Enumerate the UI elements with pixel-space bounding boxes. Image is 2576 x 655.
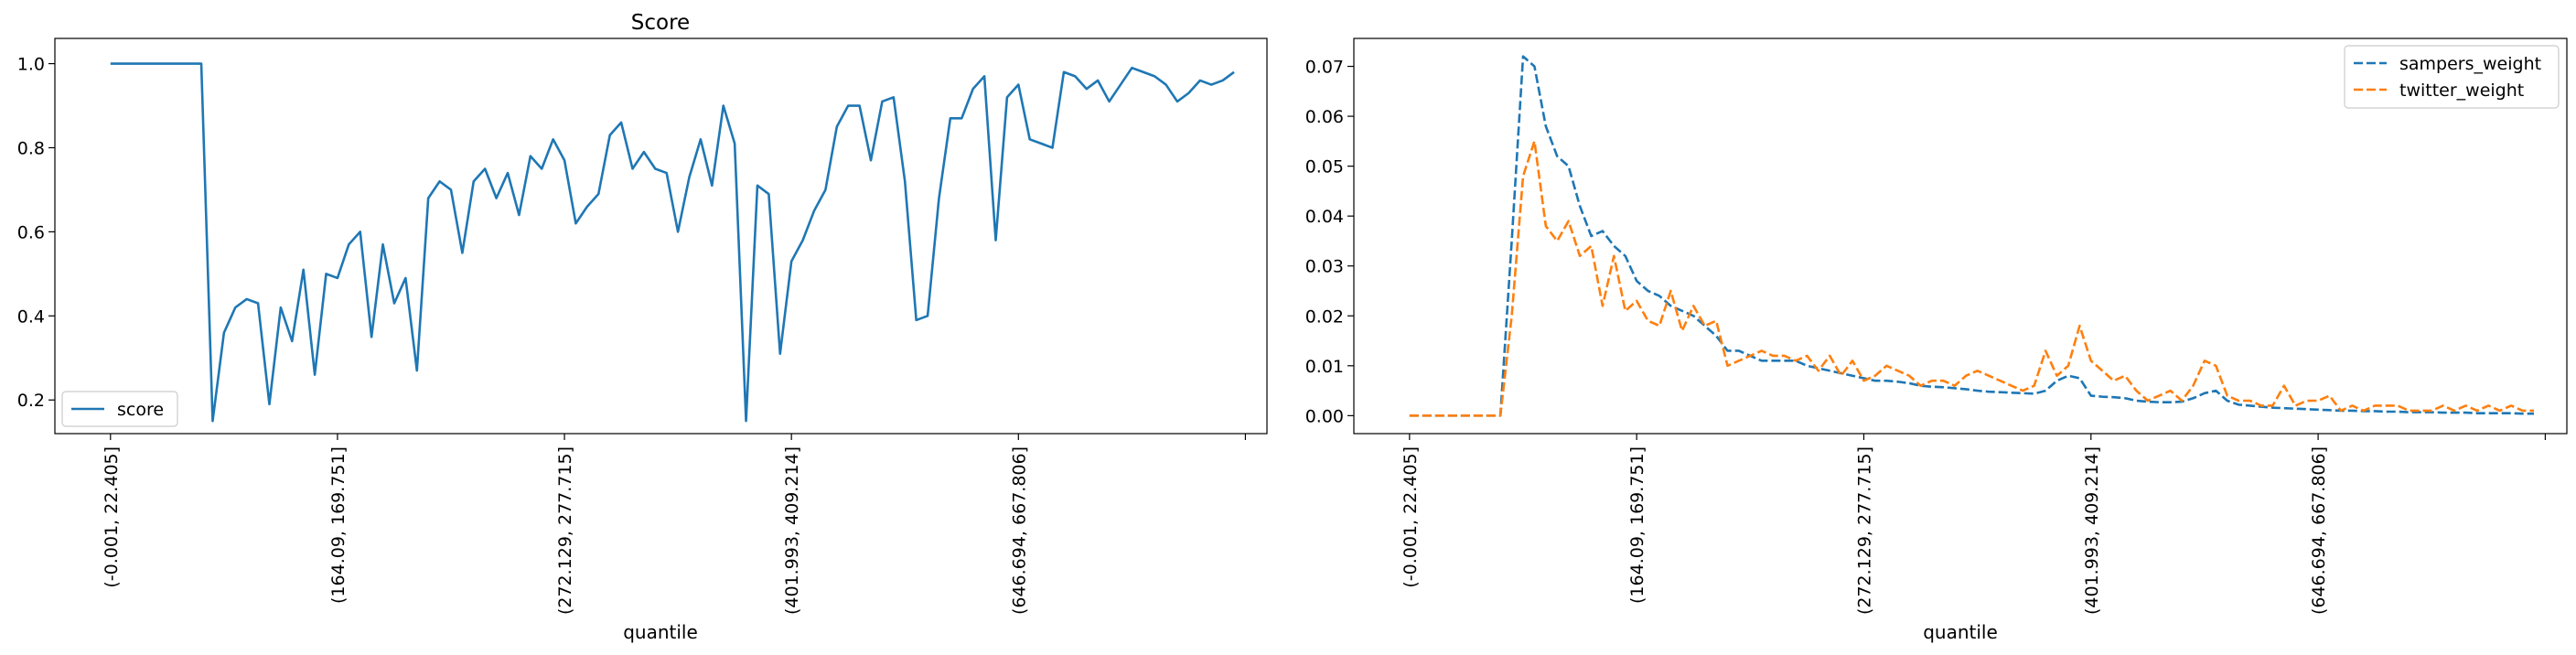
score-x-axis-label: quantile [623,621,698,643]
score-x-tick-label: (-0.001, 22.405] [102,446,122,588]
score-y-tick-label: 0.2 [17,391,45,411]
score-x-tick-label: (164.09, 169.751] [328,446,349,604]
weight-y-tick-label: 0.01 [1305,357,1344,377]
score-y-tick-label: 0.6 [17,222,45,242]
weight-y-tick-label: 0.04 [1305,207,1344,227]
weight-x-tick-label: (-0.001, 22.405] [1401,446,1421,588]
score-y-ticks: 0.2 0.4 0.6 0.8 1.0 [17,55,55,411]
weight-y-tick-label: 0.00 [1305,406,1344,426]
weight-y-tick-label: 0.03 [1305,257,1344,277]
score-legend: score [61,391,178,427]
weight-x-ticks: (-0.001, 22.405] (164.09, 169.751] (272.12… [1401,434,2547,615]
weight-series-lines [1409,55,2534,417]
score-chart-title: Score [631,11,690,35]
weight-plot-frame [1353,38,2568,435]
weight-legend-box [2344,45,2560,109]
score-y-tick-label: 1.0 [17,55,45,75]
weight-y-tick-label: 0.02 [1305,306,1344,327]
score-plot-area [55,38,1267,434]
weight-x-tick-label: (646.694, 667.806] [2309,446,2329,615]
score-x-tick-label: (272.129, 277.715] [555,446,575,615]
score-plot-frame [54,38,1268,435]
weight-y-tick-label: 0.05 [1305,157,1344,177]
score-legend-label: score [117,400,164,420]
weight-x-tick-label: (272.129, 277.715] [1854,446,1874,615]
weight-y-tick-label: 0.07 [1305,58,1344,78]
score-x-ticks: (-0.001, 22.405] (164.09, 169.751] (272.12… [102,434,1247,615]
weight-x-tick-label: (164.09, 169.751] [1627,446,1648,604]
score-x-tick-label: (401.993, 409.214] [782,446,802,615]
score-line [110,62,1235,423]
weight-y-ticks: 0.00 0.01 0.02 0.03 0.04 0.05 0.06 0.07 [1305,58,1354,426]
score-series-lines [110,62,1235,423]
score-x-tick-label: (646.694, 667.806] [1009,446,1029,615]
weight-x-tick-label: (401.993, 409.214] [2082,446,2102,615]
weight-legend: sampers_weight twitter_weight [2344,45,2560,109]
weight-y-tick-label: 0.06 [1305,107,1344,127]
sampers-legend-label: sampers_weight [2399,54,2541,74]
weight-chart-panel: 0.00 0.01 0.02 0.03 0.04 0.05 0.06 0.07 (-0.001… [1305,38,2568,643]
sampers_weight-line [1409,55,2534,417]
twitter_weight-line [1409,140,2534,417]
score-y-tick-label: 0.8 [17,138,45,158]
twitter-legend-label: twitter_weight [2399,81,2524,101]
score-y-tick-label: 0.4 [17,306,45,327]
weight-x-axis-label: quantile [1923,621,1998,643]
score-legend-box [61,391,178,427]
score-chart-panel: Score 0.2 0.4 0.6 0.8 1.0 (-0.001, 22.405] (1… [17,11,1268,643]
